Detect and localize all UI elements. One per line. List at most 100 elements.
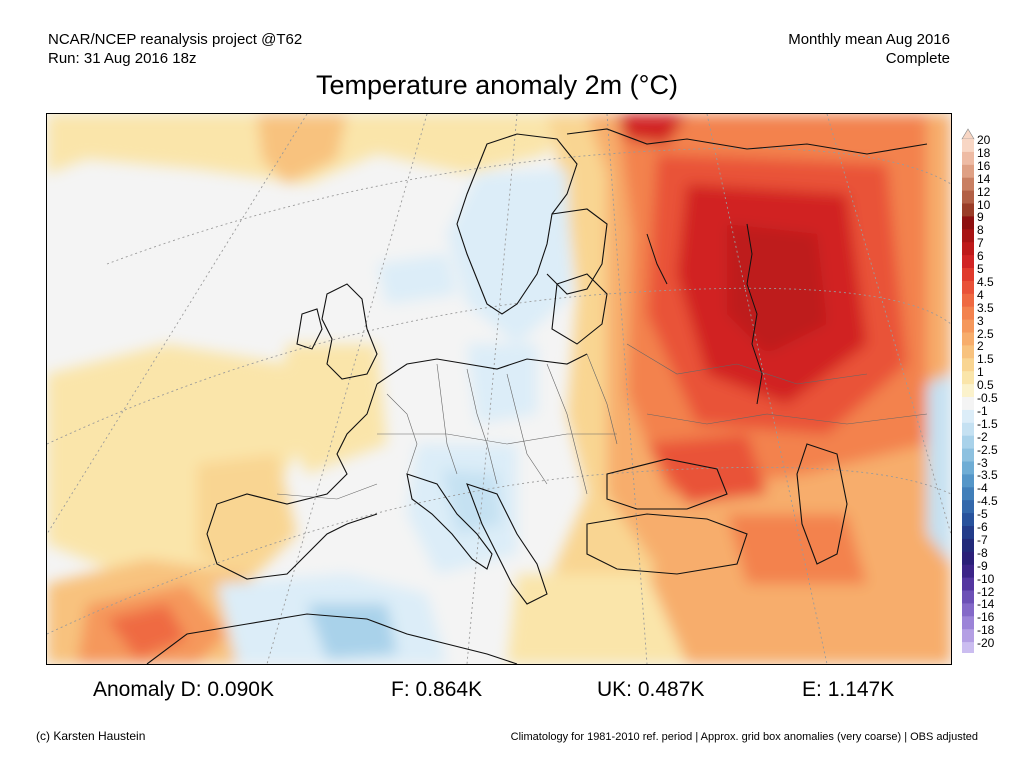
legend-swatch bbox=[962, 203, 974, 217]
anomaly-uk-label: UK: bbox=[597, 678, 633, 701]
legend-label: -6 bbox=[977, 520, 988, 534]
legend-swatch bbox=[962, 487, 974, 501]
legend-swatch bbox=[962, 474, 974, 488]
legend-swatch bbox=[962, 590, 974, 604]
legend-label: -9 bbox=[977, 558, 988, 573]
graticule bbox=[47, 114, 951, 664]
legend-swatch bbox=[962, 139, 974, 153]
legend-label: 14 bbox=[977, 171, 991, 186]
legend-swatch bbox=[962, 397, 974, 411]
legend-swatch bbox=[962, 255, 974, 269]
legend-swatch bbox=[962, 577, 974, 591]
model-run-label: Run: 31 Aug 2016 18z bbox=[48, 50, 197, 67]
legend-label: 6 bbox=[977, 249, 984, 264]
anomaly-europe-value: 1.147K bbox=[827, 678, 895, 701]
legend-swatch bbox=[962, 306, 974, 320]
legend-label: -5 bbox=[977, 507, 988, 522]
country-anomaly-summary: Anomaly D: 0.090K F: 0.864K UK: 0.487K E… bbox=[0, 678, 1024, 708]
legend-label: -16 bbox=[977, 610, 995, 625]
legend-label: 9 bbox=[977, 210, 984, 225]
legend-label: -3.5 bbox=[977, 468, 998, 483]
legend-label: 0.5 bbox=[977, 378, 994, 393]
legend-swatch bbox=[962, 371, 974, 385]
legend-label: -12 bbox=[977, 584, 995, 599]
anomaly-germany-value: 0.090K bbox=[207, 678, 274, 701]
legend-label: 2.5 bbox=[977, 326, 994, 341]
legend-label: 16 bbox=[977, 158, 991, 173]
legend-swatch bbox=[962, 409, 974, 424]
anomaly-uk: UK: 0.487K bbox=[597, 678, 704, 702]
anomaly-france-label: F: bbox=[391, 678, 410, 701]
legend-swatch bbox=[962, 500, 974, 514]
legend-swatch bbox=[962, 513, 974, 527]
legend-label: -2.5 bbox=[977, 442, 998, 457]
anomaly-france: F: 0.864K bbox=[391, 678, 482, 702]
legend-label: 7 bbox=[977, 236, 984, 251]
legend-swatch bbox=[962, 551, 974, 566]
legend-label: 5 bbox=[977, 262, 984, 276]
color-legend: 20 18 16 14 12 10 9 8 7 6 5 4.5 4 3.5 3 2.5 2 1.5 1 0.5 -0.5… bbox=[958, 127, 1024, 653]
legend-max-arrow bbox=[961, 128, 975, 140]
anomaly-germany-label: Anomaly D: bbox=[93, 678, 202, 701]
legend-swatch bbox=[962, 448, 974, 462]
legend-label: -2 bbox=[977, 429, 988, 444]
anomaly-europe-label: E: bbox=[802, 678, 822, 701]
rivers bbox=[646, 223, 763, 405]
legend-swatch bbox=[962, 435, 974, 449]
model-source-header: NCAR/NCEP reanalysis project @T62 Run: 3… bbox=[48, 30, 302, 68]
legend-label: -8 bbox=[977, 545, 988, 560]
anomaly-map bbox=[46, 113, 952, 665]
legend-label: 2 bbox=[977, 339, 984, 354]
legend-label: -7 bbox=[977, 532, 988, 547]
legend-label: -1 bbox=[977, 403, 988, 418]
legend-label: -1.5 bbox=[977, 416, 998, 431]
anomaly-germany: Anomaly D: 0.090K bbox=[93, 678, 274, 702]
legend-label: -4 bbox=[977, 481, 988, 496]
legend-swatch bbox=[962, 268, 974, 282]
legend-swatch bbox=[962, 151, 974, 166]
legend-swatch bbox=[962, 332, 974, 346]
legend-label: -10 bbox=[977, 571, 995, 586]
legend-label: 10 bbox=[977, 197, 991, 212]
legend-swatch bbox=[962, 164, 974, 179]
legend-swatch bbox=[962, 526, 974, 540]
legend-swatch bbox=[962, 616, 974, 630]
legend-label: 1 bbox=[977, 365, 984, 380]
legend-swatch bbox=[962, 319, 974, 333]
legend-label: -0.5 bbox=[977, 391, 998, 405]
legend-label: 4 bbox=[977, 287, 984, 302]
anomaly-france-value: 0.864K bbox=[415, 678, 483, 701]
legend-label: 20 bbox=[977, 133, 991, 147]
period-header: Monthly mean Aug 2016 Complete bbox=[788, 30, 950, 68]
legend-swatch bbox=[962, 564, 974, 578]
legend-label: 3 bbox=[977, 313, 984, 328]
legend-swatch bbox=[962, 629, 974, 643]
legend-swatch bbox=[962, 642, 974, 653]
legend-swatch bbox=[962, 461, 974, 475]
legend-label: 1.5 bbox=[977, 352, 994, 367]
climatology-note: Climatology for 1981-2010 ref. period | … bbox=[510, 731, 978, 743]
legend-swatch bbox=[962, 229, 974, 243]
legend-swatch bbox=[962, 190, 974, 204]
legend-swatch bbox=[962, 242, 974, 256]
legend-label: -20 bbox=[977, 636, 995, 651]
legend-label: 3.5 bbox=[977, 300, 994, 315]
legend-swatch bbox=[962, 177, 974, 191]
legend-label: 12 bbox=[977, 184, 991, 199]
period-label: Monthly mean Aug 2016 bbox=[788, 31, 950, 48]
legend-swatch bbox=[962, 216, 974, 230]
borders bbox=[276, 343, 928, 500]
anomaly-map-graphic bbox=[47, 114, 951, 664]
anomaly-uk-value: 0.487K bbox=[637, 678, 705, 701]
map-title: Temperature anomaly 2m (°C) bbox=[316, 70, 678, 100]
anomaly-europe: E: 1.147K bbox=[802, 678, 894, 702]
legend-swatch bbox=[962, 345, 974, 359]
legend-swatch bbox=[962, 280, 974, 295]
legend-swatch bbox=[962, 293, 974, 308]
legend-colorbar bbox=[961, 128, 975, 653]
legend-label: 8 bbox=[977, 223, 984, 238]
legend-label: 4.5 bbox=[977, 274, 994, 289]
legend-swatch bbox=[962, 384, 974, 398]
legend-swatch bbox=[962, 358, 974, 372]
legend-label: -18 bbox=[977, 623, 995, 638]
